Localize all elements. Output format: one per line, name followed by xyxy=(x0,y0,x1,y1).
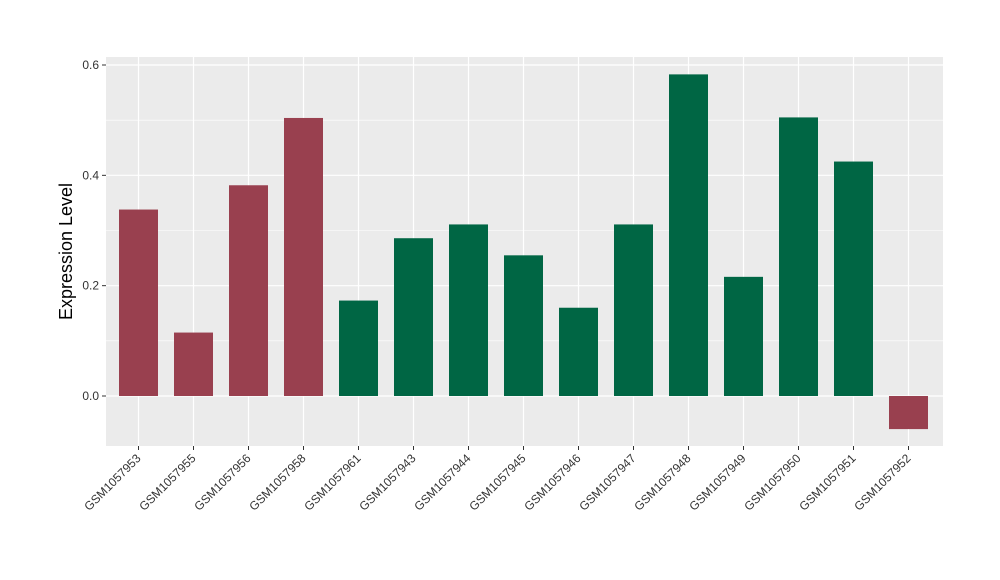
x-tick-label: GSM1057961 xyxy=(301,451,363,513)
bar-gsm1057943 xyxy=(394,238,433,396)
y-tick-label: 0.0 xyxy=(82,389,99,403)
y-tick-label: 0.2 xyxy=(82,279,99,293)
y-axis: 0.0 0.2 0.4 0.6 xyxy=(82,58,106,403)
y-tick-label: 0.4 xyxy=(82,168,99,182)
x-tick-label: GSM1057947 xyxy=(576,451,638,513)
x-tick-label: GSM1057945 xyxy=(466,451,528,513)
x-tick-label: GSM1057958 xyxy=(246,451,308,513)
y-axis-title: Expression Level xyxy=(56,183,76,320)
bar-gsm1057950 xyxy=(779,117,818,397)
x-tick-label: GSM1057943 xyxy=(356,451,418,513)
x-tick-label: GSM1057946 xyxy=(521,451,583,513)
x-tick-label: GSM1057948 xyxy=(631,451,693,513)
bar-gsm1057951 xyxy=(834,161,873,396)
bar-gsm1057949 xyxy=(724,276,763,396)
bar-gsm1057956 xyxy=(229,185,268,396)
bars xyxy=(119,74,928,430)
x-tick-label: GSM1057952 xyxy=(851,451,913,513)
bar-gsm1057958 xyxy=(284,117,323,397)
y-tick-label: 0.6 xyxy=(82,58,99,72)
bar-gsm1057961 xyxy=(339,300,378,396)
bar-gsm1057947 xyxy=(614,224,653,396)
bar-gsm1057953 xyxy=(119,209,158,396)
bar-gsm1057948 xyxy=(669,74,708,397)
x-tick-label: GSM1057944 xyxy=(411,451,473,513)
bar-gsm1057944 xyxy=(449,224,488,396)
x-axis: GSM1057953GSM1057955GSM1057956GSM1057958… xyxy=(81,446,914,513)
x-tick-label: GSM1057956 xyxy=(191,451,253,513)
bar-gsm1057946 xyxy=(559,307,598,396)
x-tick-label: GSM1057953 xyxy=(81,451,143,513)
bar-gsm1057952 xyxy=(889,396,928,430)
bar-gsm1057945 xyxy=(504,255,543,396)
bar-gsm1057955 xyxy=(174,332,213,396)
x-tick-label: GSM1057950 xyxy=(741,451,803,513)
x-tick-label: GSM1057949 xyxy=(686,451,748,513)
x-tick-label: GSM1057955 xyxy=(136,451,198,513)
x-tick-label: GSM1057951 xyxy=(796,451,858,513)
